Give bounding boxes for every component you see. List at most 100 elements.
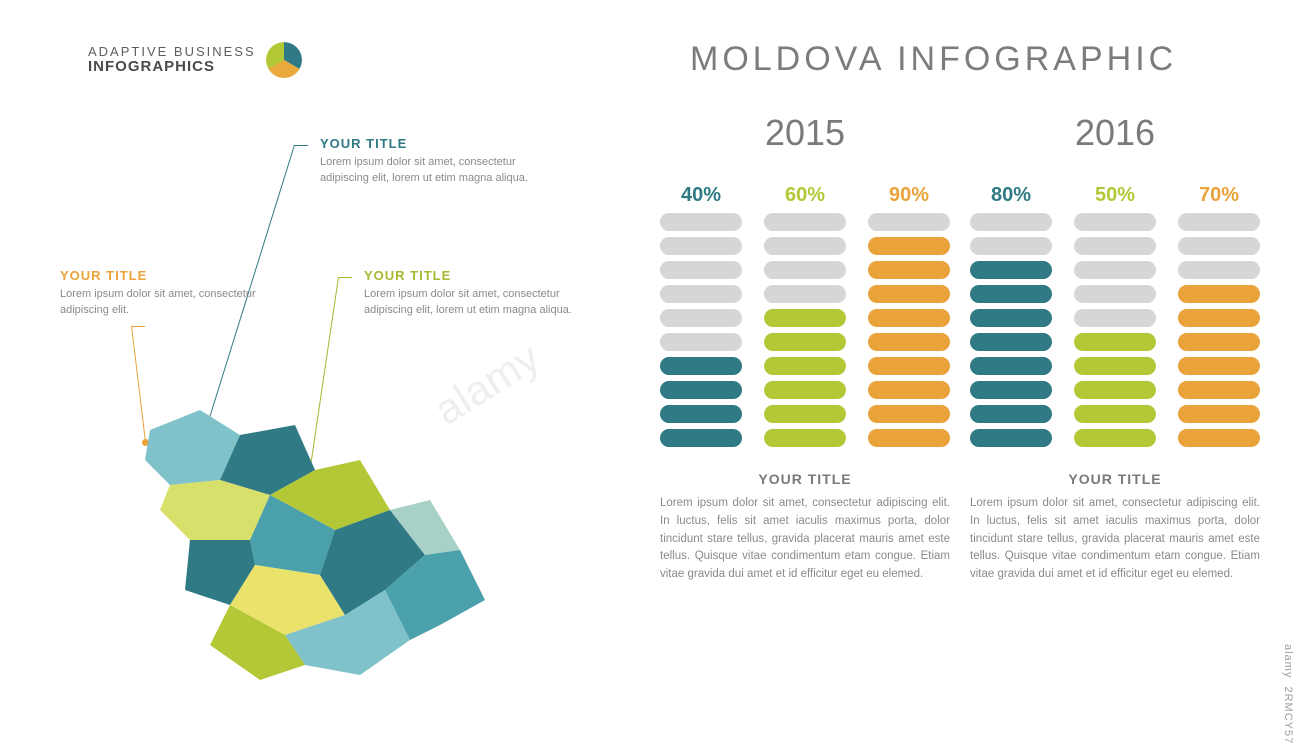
stack-seg: [660, 357, 742, 375]
stack-seg: [868, 429, 950, 447]
stack-seg: [970, 429, 1052, 447]
stack-seg: [970, 237, 1052, 255]
brand-line1: ADAPTIVE BUSINESS: [88, 45, 256, 59]
stack-pct-label: 70%: [1199, 184, 1239, 207]
callout-teal: YOUR TITLE Lorem ipsum dolor sit amet, co…: [320, 136, 540, 187]
stack-pct-label: 60%: [785, 184, 825, 207]
stack-seg: [660, 429, 742, 447]
stack-seg: [868, 333, 950, 351]
stack-seg: [868, 285, 950, 303]
stack-2015-2: 90%: [868, 172, 950, 447]
brand-block: ADAPTIVE BUSINESS INFOGRAPHICS: [88, 42, 302, 78]
stack-seg: [1074, 333, 1156, 351]
stack-seg: [868, 381, 950, 399]
stack-seg: [764, 237, 846, 255]
stack-2015-1: 60%: [764, 172, 846, 447]
stack-seg: [764, 309, 846, 327]
stack-seg: [764, 285, 846, 303]
stack-seg: [970, 357, 1052, 375]
stack-pct-label: 40%: [681, 184, 721, 207]
panel-2016: 2016 80%50%70% YOUR TITLE Lorem ipsum do…: [970, 112, 1260, 584]
stack-seg: [970, 261, 1052, 279]
stack-seg: [970, 405, 1052, 423]
stack-seg: [764, 429, 846, 447]
caption-2016: YOUR TITLE Lorem ipsum dolor sit amet, c…: [970, 471, 1260, 584]
stack-seg: [970, 381, 1052, 399]
stack-seg: [1074, 285, 1156, 303]
stack-pct-label: 90%: [889, 184, 929, 207]
year-label-2015: 2015: [660, 112, 950, 154]
callout-title-olive: YOUR TITLE: [364, 268, 584, 283]
watermark-id: alamy 2RMCY57: [1282, 644, 1294, 744]
stack-seg: [1074, 237, 1156, 255]
stack-seg: [868, 237, 950, 255]
stack-seg: [660, 285, 742, 303]
caption-body-2016: Lorem ipsum dolor sit amet, consectetur …: [970, 495, 1260, 584]
stack-seg: [660, 405, 742, 423]
stack-seg: [868, 213, 950, 231]
watermark-id-brand: alamy: [1282, 644, 1294, 678]
stack-seg: [660, 309, 742, 327]
stack-seg: [1178, 309, 1260, 327]
stack-seg: [1178, 237, 1260, 255]
panel-2015: 2015 40% 60% 90% YOUR TITLE Lorem ipsum do…: [660, 112, 950, 584]
stack-pct-label: 80%: [991, 184, 1031, 207]
stack-seg: [868, 357, 950, 375]
page: ADAPTIVE BUSINESS INFOGRAPHICS MOLDOVA I…: [0, 0, 1300, 748]
caption-2015: YOUR TITLE Lorem ipsum dolor sit amet, c…: [660, 471, 950, 584]
map-moldova: [90, 390, 520, 690]
stacks-2016: 80% 50% 70%: [970, 172, 1260, 447]
callout-lead-h-teal: [294, 145, 308, 146]
stack-seg: [660, 213, 742, 231]
stack-seg: [660, 237, 742, 255]
brand-text: ADAPTIVE BUSINESS INFOGRAPHICS: [88, 45, 256, 74]
stack-2016-2: 70%: [1178, 172, 1260, 447]
stack-seg: [970, 333, 1052, 351]
callout-title-teal: YOUR TITLE: [320, 136, 540, 151]
stack-seg: [660, 261, 742, 279]
stack-seg: [1074, 429, 1156, 447]
callout-lead-h-olive: [338, 277, 352, 278]
stack-seg: [764, 405, 846, 423]
stack-seg: [1178, 429, 1260, 447]
stack-seg: [764, 333, 846, 351]
stack-seg: [764, 213, 846, 231]
stack-2016-0: 80%: [970, 172, 1052, 447]
watermark-id-code: 2RMCY57: [1282, 686, 1294, 744]
stack-seg: [1074, 309, 1156, 327]
stack-seg: [1178, 213, 1260, 231]
stack-seg: [970, 285, 1052, 303]
stack-seg: [660, 381, 742, 399]
stack-seg: [1178, 405, 1260, 423]
callout-olive: YOUR TITLE Lorem ipsum dolor sit amet, co…: [364, 268, 584, 319]
callout-body-teal: Lorem ipsum dolor sit amet, consectetur …: [320, 155, 540, 187]
stack-seg: [1074, 357, 1156, 375]
stack-seg: [764, 261, 846, 279]
stacks-2015: 40% 60% 90%: [660, 172, 950, 447]
stack-seg: [1074, 213, 1156, 231]
stack-seg: [764, 381, 846, 399]
stack-seg: [764, 357, 846, 375]
stack-seg: [970, 309, 1052, 327]
caption-title-2015: YOUR TITLE: [660, 471, 950, 487]
callout-body-olive: Lorem ipsum dolor sit amet, consectetur …: [364, 287, 584, 319]
stack-seg: [1178, 381, 1260, 399]
stack-pct-label: 50%: [1095, 184, 1135, 207]
brand-line2: INFOGRAPHICS: [88, 59, 256, 75]
main-title: MOLDOVA INFOGRAPHIC: [690, 40, 1177, 79]
stack-seg: [868, 309, 950, 327]
stack-seg: [1178, 261, 1260, 279]
caption-title-2016: YOUR TITLE: [970, 471, 1260, 487]
stack-seg: [660, 333, 742, 351]
stack-seg: [1074, 261, 1156, 279]
map-regions: [145, 410, 485, 680]
stack-seg: [1074, 405, 1156, 423]
stack-2015-0: 40%: [660, 172, 742, 447]
stack-seg: [970, 213, 1052, 231]
stack-seg: [1074, 381, 1156, 399]
stack-seg: [1178, 357, 1260, 375]
brand-pie-icon: [266, 42, 302, 78]
callout-title-orange: YOUR TITLE: [60, 268, 260, 283]
stack-seg: [1178, 285, 1260, 303]
callout-orange: YOUR TITLELorem ipsum dolor sit amet, co…: [60, 268, 260, 319]
